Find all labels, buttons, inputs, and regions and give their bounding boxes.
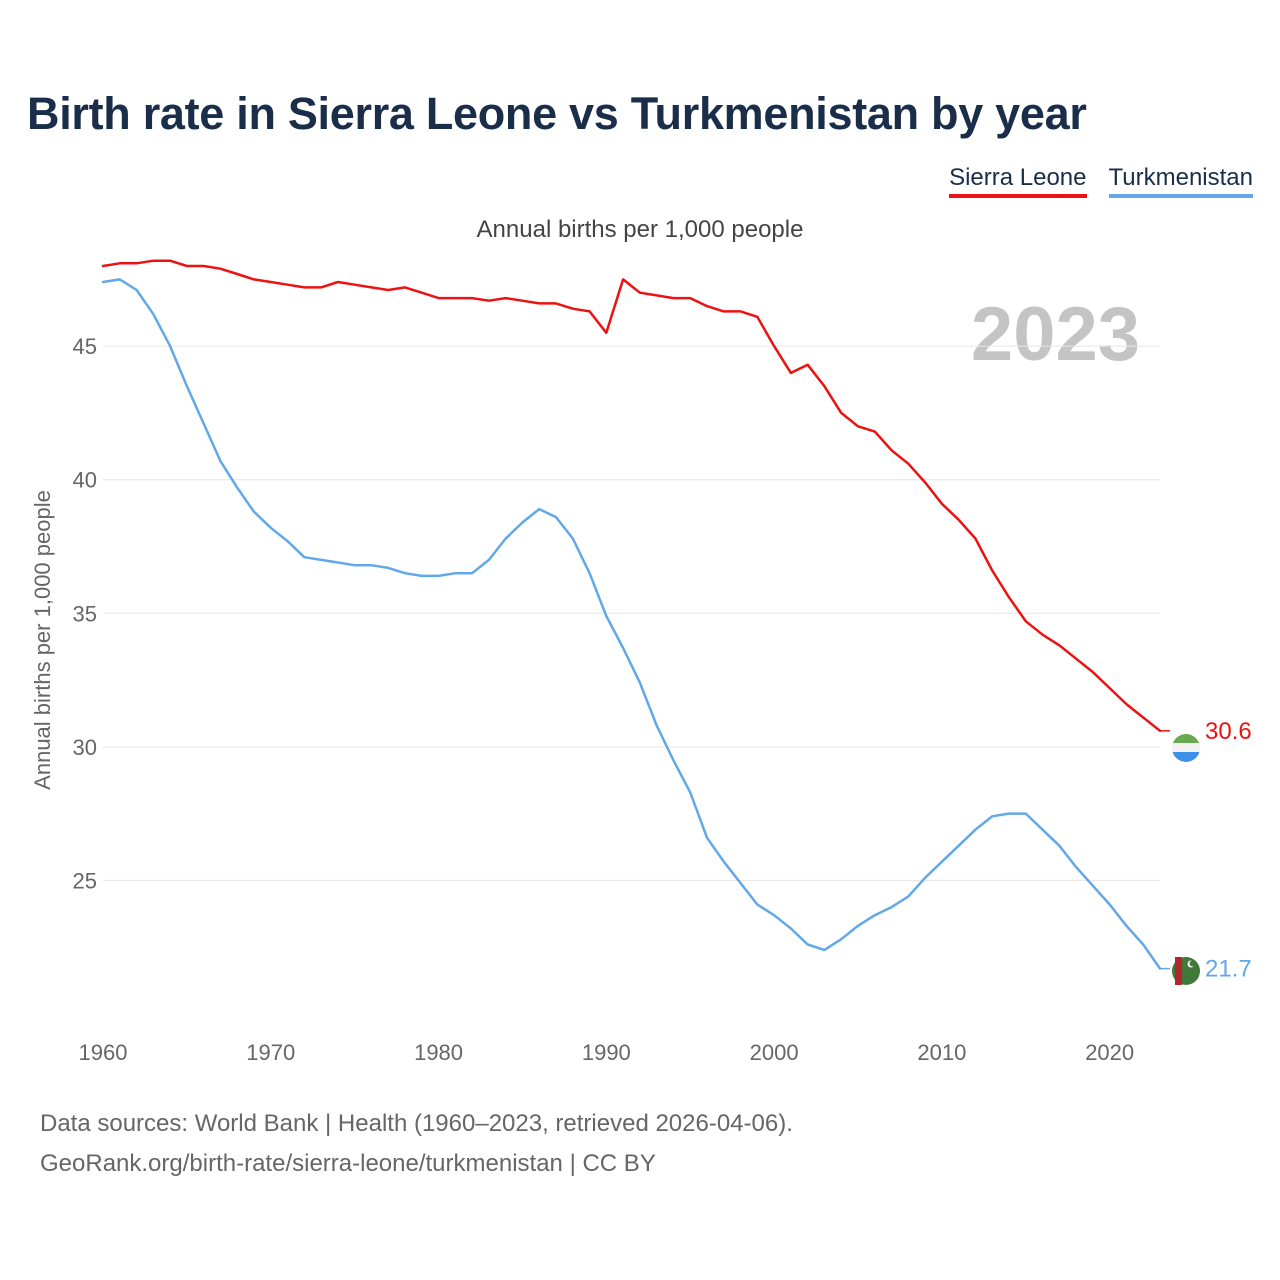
x-tick-label: 1970 — [246, 1040, 295, 1065]
x-tick-label: 1960 — [79, 1040, 128, 1065]
source-url[interactable]: GeoRank.org/birth-rate/sierra-leone/turk… — [40, 1150, 656, 1177]
x-tick-label: 2000 — [750, 1040, 799, 1065]
legend-item-turkmenistan[interactable]: Turkmenistan — [1108, 164, 1253, 198]
x-tick-label: 1990 — [582, 1040, 631, 1065]
x-tick-label: 2020 — [1085, 1040, 1134, 1065]
y-tick-label: 45 — [73, 334, 97, 359]
turkmenistan-flag-icon — [1172, 957, 1200, 985]
data-sources-note: Data sources: World Bank | Health (1960–… — [40, 1110, 793, 1137]
sierra-leone-flag-icon — [1172, 734, 1200, 762]
end-value-label-sierra-leone: 30.6 — [1205, 718, 1252, 745]
year-watermark: 2023 — [971, 292, 1140, 377]
footer: Data sources: World Bank | Health (1960–… — [40, 1104, 793, 1184]
chart-subtitle: Annual births per 1,000 people — [476, 216, 804, 243]
page-title: Birth rate in Sierra Leone vs Turkmenist… — [27, 88, 1087, 139]
y-tick-label: 25 — [73, 868, 97, 893]
series-line-sierra-leone[interactable] — [101, 259, 1162, 733]
y-tick-label: 30 — [73, 735, 97, 760]
y-axis-title: Annual births per 1,000 people — [30, 490, 55, 790]
x-tick-label: 1980 — [414, 1040, 463, 1065]
end-value-label-turkmenistan: 21.7 — [1205, 956, 1252, 983]
y-tick-label: 35 — [73, 601, 97, 626]
series-line-turkmenistan[interactable] — [101, 278, 1162, 970]
y-tick-label: 40 — [73, 468, 97, 493]
x-tick-label: 2010 — [917, 1040, 966, 1065]
legend: Sierra Leone Turkmenistan — [949, 164, 1253, 198]
legend-item-sierra-leone[interactable]: Sierra Leone — [949, 164, 1087, 198]
